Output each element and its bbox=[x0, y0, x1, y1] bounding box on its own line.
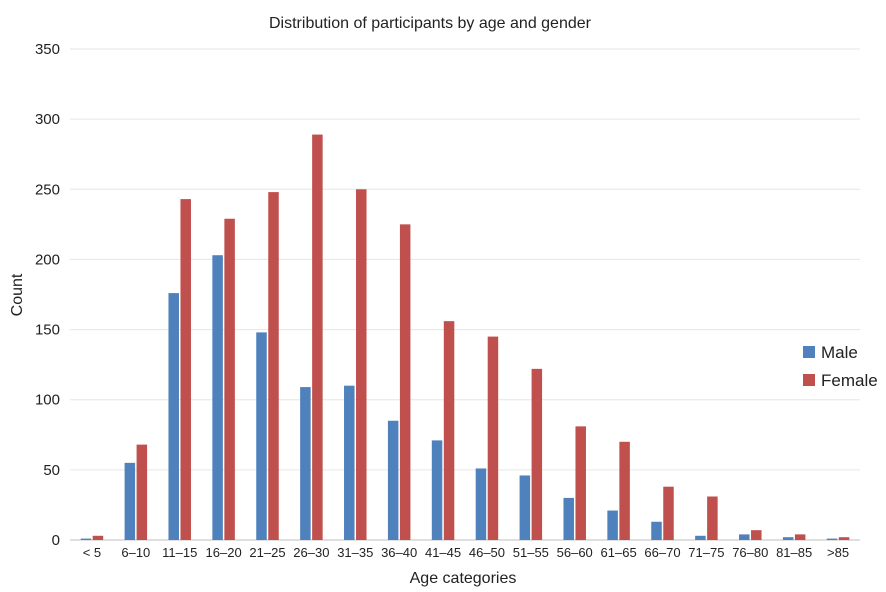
bar-female bbox=[663, 486, 674, 540]
x-tick-label: 61–65 bbox=[601, 545, 637, 560]
x-tick-label: 36–40 bbox=[381, 545, 417, 560]
bar-male bbox=[300, 387, 311, 540]
bar-female bbox=[224, 218, 235, 540]
bar-female bbox=[312, 134, 323, 540]
y-tick-label: 200 bbox=[35, 251, 60, 268]
bar-male bbox=[344, 385, 355, 540]
bars bbox=[80, 134, 850, 541]
x-tick-label: 46–50 bbox=[469, 545, 505, 560]
bar-female bbox=[751, 530, 762, 540]
x-tick-label: 51–55 bbox=[513, 545, 549, 560]
bar-male bbox=[387, 420, 399, 540]
bar-female bbox=[575, 426, 586, 540]
bar-female bbox=[707, 496, 718, 540]
bar-male bbox=[651, 521, 662, 540]
chart-title: Distribution of participants by age and … bbox=[269, 15, 592, 32]
y-tick-label: 350 bbox=[35, 41, 60, 58]
y-axis-ticks: 0 50 100 150 200 250 300 350 bbox=[35, 41, 60, 549]
bar-male bbox=[212, 255, 223, 540]
x-tick-label: 11–15 bbox=[162, 545, 197, 560]
bar-male bbox=[519, 475, 531, 540]
x-axis-ticks: < 5 6–10 11–15 16–20 21–25 26–30 31–35 36–40 41–… bbox=[83, 545, 849, 560]
legend: Male Female bbox=[803, 343, 878, 390]
bar-male bbox=[168, 293, 179, 540]
y-tick-label: 50 bbox=[43, 462, 60, 479]
bar-female bbox=[399, 224, 411, 540]
bar-female bbox=[487, 336, 499, 540]
bar-male bbox=[826, 538, 838, 540]
x-tick-label: 31–35 bbox=[337, 545, 373, 560]
bar-female bbox=[92, 535, 104, 540]
legend-label-female: Female bbox=[821, 371, 878, 390]
bar-female bbox=[619, 441, 630, 540]
x-tick-label: 6–10 bbox=[121, 545, 150, 560]
bar-female bbox=[443, 321, 455, 540]
x-tick-label: 66–70 bbox=[644, 545, 680, 560]
bar-male bbox=[256, 332, 267, 540]
x-tick-label: 41–45 bbox=[425, 545, 461, 560]
bar-female bbox=[136, 444, 148, 540]
x-tick-label: 71–75 bbox=[688, 545, 724, 560]
gridlines bbox=[70, 48, 860, 541]
bar-female bbox=[838, 537, 850, 540]
bar-male bbox=[431, 440, 443, 540]
x-tick-label: 21–25 bbox=[249, 545, 285, 560]
bar-male bbox=[124, 462, 136, 540]
bar-male bbox=[739, 534, 750, 540]
legend-swatch-female bbox=[803, 374, 815, 386]
x-tick-label: 26–30 bbox=[293, 545, 329, 560]
bar-male bbox=[80, 538, 92, 540]
bar-male bbox=[563, 497, 574, 540]
x-axis-title: Age categories bbox=[410, 570, 517, 587]
bar-male bbox=[607, 510, 618, 540]
y-tick-label: 250 bbox=[35, 181, 60, 198]
bar-male bbox=[475, 468, 487, 540]
bar-female bbox=[180, 199, 191, 540]
y-axis-title: Count bbox=[9, 273, 26, 316]
bar-male bbox=[695, 535, 706, 540]
y-tick-label: 300 bbox=[35, 111, 60, 128]
x-tick-label: 76–80 bbox=[732, 545, 768, 560]
x-tick-label: >85 bbox=[827, 545, 849, 560]
legend-swatch-male bbox=[803, 346, 815, 358]
legend-label-male: Male bbox=[821, 343, 858, 362]
x-tick-label: 81–85 bbox=[776, 545, 812, 560]
bar-female bbox=[268, 192, 279, 540]
x-tick-label: 56–60 bbox=[557, 545, 593, 560]
y-tick-label: 0 bbox=[52, 532, 60, 549]
bar-female bbox=[794, 534, 806, 540]
bar-female bbox=[356, 189, 367, 541]
x-tick-label: 16–20 bbox=[206, 545, 242, 560]
y-tick-label: 150 bbox=[35, 322, 60, 339]
bar-male bbox=[782, 537, 794, 540]
bar-female bbox=[531, 368, 543, 540]
x-tick-label: < 5 bbox=[83, 545, 101, 560]
y-tick-label: 100 bbox=[35, 392, 60, 409]
